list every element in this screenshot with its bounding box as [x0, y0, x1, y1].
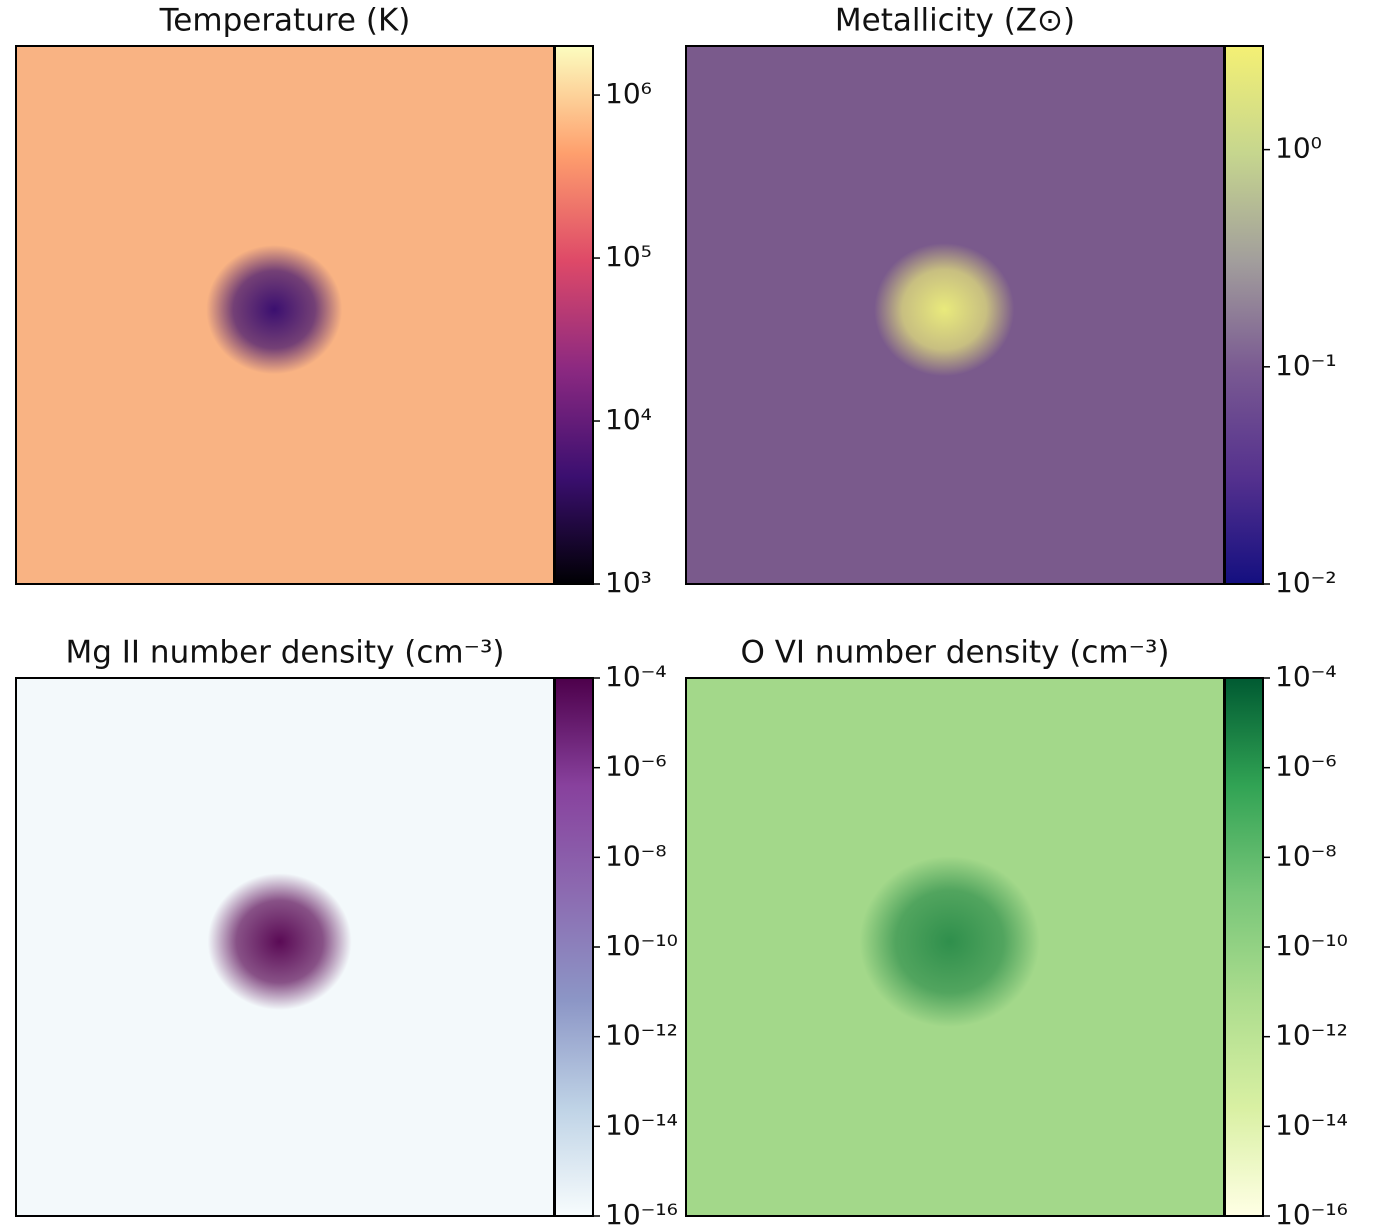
colorbar-tick-label: 10⁻¹⁴	[605, 1108, 678, 1141]
panel-title: Mg II number density (cm⁻³)	[66, 635, 505, 671]
colorbar-tick-label: 10⁻²	[1275, 566, 1337, 599]
image-core	[206, 245, 342, 374]
colorbar	[555, 678, 593, 1216]
colorbar-tick-label: 10³	[605, 566, 652, 599]
figure: Temperature (K) 10³ 10⁴ 10⁵ 10⁶ Metallicity (…	[0, 0, 1378, 1230]
colorbar-tick-label: 10⁻⁸	[605, 839, 667, 872]
colorbar-tick-label: 10⁻⁴	[605, 660, 667, 693]
colorbar-tick-label: 10⁻¹⁰	[1275, 929, 1348, 962]
colorbar-tick-label: 10⁻¹⁴	[1275, 1108, 1348, 1141]
image-core	[208, 873, 352, 1010]
colorbar-tick-label: 10⁻⁴	[1275, 660, 1337, 693]
image-core	[860, 856, 1040, 1027]
colorbar-tick-label: 10⁻¹	[1275, 349, 1337, 382]
colorbar-tick-label: 10⁵	[605, 240, 652, 273]
colorbar-tick-label: 10⁻¹²	[605, 1019, 678, 1052]
panel-title: Temperature (K)	[159, 3, 411, 39]
colorbar-tick-label: 10⁻⁸	[1275, 839, 1337, 872]
panel-title: O VI number density (cm⁻³)	[740, 635, 1169, 671]
colorbar-tick-label: 10⁻¹²	[1275, 1019, 1348, 1052]
colorbar-tick-label: 10⁴	[605, 403, 652, 436]
colorbar-tick-label: 10⁻¹⁶	[605, 1198, 678, 1230]
colorbar-tick-label: 10⁻¹⁰	[605, 929, 678, 962]
panel-title: Metallicity (Z⊙)	[835, 3, 1075, 39]
colorbar	[555, 46, 593, 584]
colorbar	[1225, 678, 1263, 1216]
colorbar	[1225, 46, 1263, 584]
colorbar-tick-label: 10⁻⁶	[605, 750, 667, 783]
colorbar-tick-label: 10⁰	[1275, 132, 1322, 165]
image-core	[874, 243, 1014, 376]
colorbar-tick-label: 10⁻⁶	[1275, 750, 1337, 783]
colorbar-tick-label: 10⁶	[605, 77, 652, 110]
colorbar-tick-label: 10⁻¹⁶	[1275, 1198, 1348, 1230]
